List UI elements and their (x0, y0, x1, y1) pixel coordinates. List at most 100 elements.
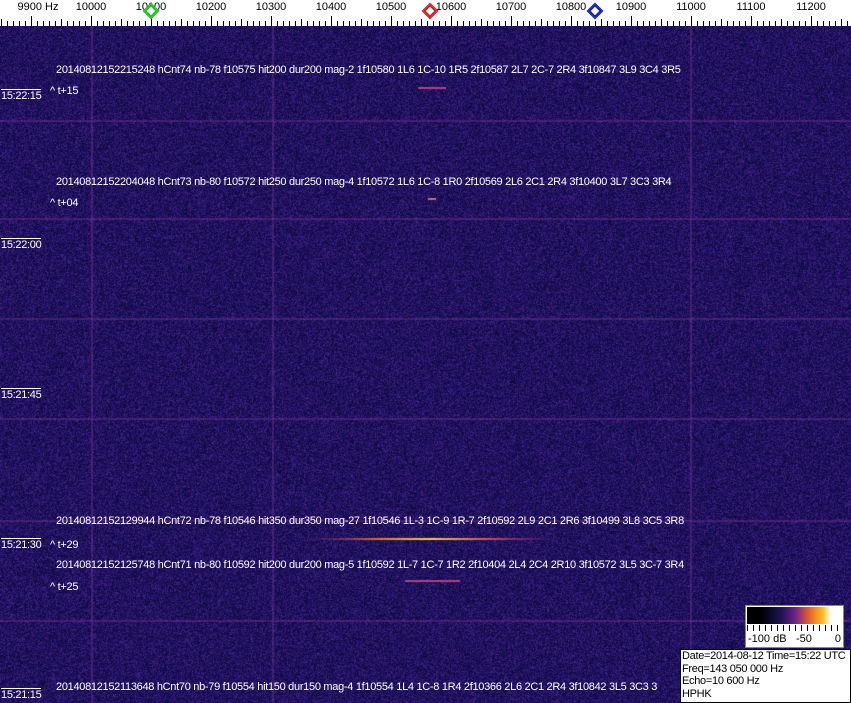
axis-tick (751, 16, 752, 26)
axis-tick (691, 16, 692, 26)
frequency-axis: 9900 Hz 10000101001020010300104001050010… (0, 0, 851, 26)
time-label: 15:21:15 (1, 688, 42, 701)
axis-tick (55, 21, 56, 26)
axis-tick (19, 21, 20, 26)
info-frequency: Freq=143 050 000 Hz (682, 662, 784, 675)
axis-tick (325, 21, 326, 26)
axis-tick (421, 19, 422, 26)
axis-tick (541, 19, 542, 26)
colorbar: -100 dB -50 0 (745, 605, 844, 648)
detection-line: 20140812152204048 hCnt73 nb-80 f10572 hi… (56, 176, 672, 188)
time-label: 15:21:45 (1, 388, 42, 401)
axis-tick (481, 19, 482, 26)
axis-tick (385, 21, 386, 26)
time-label: 15:22:15 (1, 89, 42, 102)
detection-line: 20140812152113648 hCnt70 nb-79 f10554 hi… (56, 681, 658, 693)
axis-tick (241, 19, 242, 26)
axis-tick (811, 16, 812, 26)
axis-tick (439, 21, 440, 26)
axis-tick (619, 21, 620, 26)
axis-tick (523, 21, 524, 26)
info-date-time: Date=2014-08-12 Time=15:22 UTC (682, 650, 846, 662)
axis-tick (607, 21, 608, 26)
axis-tick (175, 21, 176, 26)
detection-offset: ^ t+29 (50, 539, 79, 551)
axis-tick-label: 10500 (375, 1, 407, 13)
axis-tick (571, 16, 572, 26)
axis-tick (727, 21, 728, 26)
axis-tick (601, 19, 602, 26)
blue-marker-icon[interactable] (587, 3, 603, 19)
axis-tick (133, 21, 134, 26)
axis-tick (157, 21, 158, 26)
axis-tick-label: 10600 (435, 1, 467, 13)
axis-tick (97, 21, 98, 26)
axis-tick (211, 16, 212, 26)
axis-tick (661, 19, 662, 26)
axis-unit-label: 9900 Hz (17, 1, 59, 13)
axis-tick (289, 21, 290, 26)
axis-tick (817, 21, 818, 26)
axis-tick (433, 21, 434, 26)
axis-tick (199, 21, 200, 26)
axis-tick (253, 21, 254, 26)
axis-tick (67, 21, 68, 26)
axis-tick (337, 21, 338, 26)
axis-tick (361, 19, 362, 26)
axis-tick (679, 21, 680, 26)
axis-tick (745, 21, 746, 26)
axis-tick (805, 21, 806, 26)
axis-tick (475, 21, 476, 26)
axis-tick (409, 21, 410, 26)
axis-tick (415, 21, 416, 26)
axis-tick (355, 21, 356, 26)
axis-tick (85, 21, 86, 26)
axis-tick (247, 21, 248, 26)
axis-tick (583, 21, 584, 26)
axis-tick (709, 21, 710, 26)
detection-line: 20140812152215248 hCnt74 nb-78 f10575 hi… (56, 64, 681, 76)
axis-tick (343, 21, 344, 26)
axis-tick (31, 16, 32, 26)
axis-tick (823, 21, 824, 26)
axis-tick (115, 21, 116, 26)
axis-tick (295, 21, 296, 26)
axis-tick (403, 21, 404, 26)
axis-tick-label: 11000 (676, 1, 706, 13)
axis-tick (61, 19, 62, 26)
time-label: 15:21:30 (1, 538, 42, 551)
axis-tick (667, 21, 668, 26)
info-station: HPHK (682, 687, 712, 700)
axis-tick (181, 19, 182, 26)
axis-tick (529, 21, 530, 26)
detection-offset: ^ t+15 (50, 85, 79, 97)
axis-tick (127, 21, 128, 26)
axis-tick (25, 21, 26, 26)
axis-tick-label: 10000 (75, 1, 107, 13)
axis-tick (715, 21, 716, 26)
axis-tick (217, 21, 218, 26)
axis-tick (697, 21, 698, 26)
axis-tick (169, 21, 170, 26)
axis-tick (43, 21, 44, 26)
axis-tick (451, 16, 452, 26)
axis-tick (589, 21, 590, 26)
time-label: 15:22:00 (1, 238, 42, 251)
axis-tick (835, 21, 836, 26)
axis-tick (547, 21, 548, 26)
axis-tick (493, 21, 494, 26)
axis-tick (265, 21, 266, 26)
axis-tick (7, 21, 8, 26)
axis-tick (553, 21, 554, 26)
axis-tick (193, 21, 194, 26)
axis-tick (781, 19, 782, 26)
axis-tick (145, 21, 146, 26)
axis-tick-label: 10800 (555, 1, 587, 13)
axis-tick (841, 19, 842, 26)
axis-tick (73, 21, 74, 26)
colorbar-max-label: 0 (834, 633, 841, 645)
axis-tick (565, 21, 566, 26)
axis-tick (505, 21, 506, 26)
axis-tick (655, 21, 656, 26)
info-echo: Echo=10 600 Hz (682, 675, 760, 687)
